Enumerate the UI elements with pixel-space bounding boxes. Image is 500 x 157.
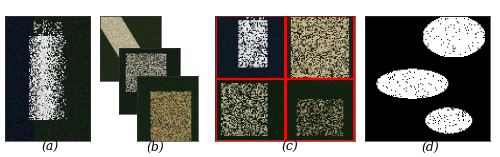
Bar bbox=[286, 79, 354, 141]
Text: (d): (d) bbox=[421, 141, 439, 154]
Bar bbox=[286, 16, 354, 79]
Bar bbox=[216, 16, 286, 79]
Text: (c): (c) bbox=[282, 141, 298, 154]
Text: (b): (b) bbox=[146, 141, 164, 154]
Text: (a): (a) bbox=[42, 141, 58, 154]
Bar bbox=[216, 79, 286, 141]
